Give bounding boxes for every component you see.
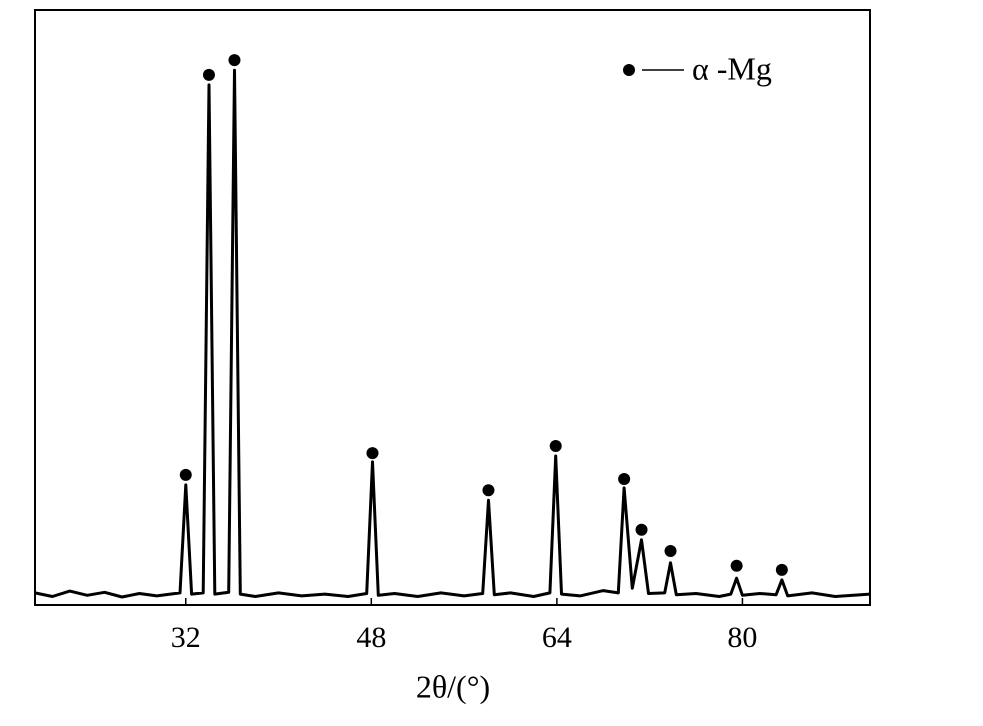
x-tick-label: 80 — [727, 621, 757, 654]
peak-marker — [202, 68, 215, 81]
peak-marker — [775, 563, 788, 576]
peak-marker — [549, 440, 562, 453]
legend-label: α -Mg — [692, 50, 772, 86]
xrd-profile — [34, 68, 871, 599]
legend-marker — [623, 64, 635, 76]
peak-marker — [228, 54, 241, 67]
x-tick-label: 48 — [356, 621, 386, 654]
x-axis-label: 2θ/(°) — [416, 668, 490, 704]
x-tick-label: 32 — [171, 621, 201, 654]
x-tick-label: 64 — [542, 621, 572, 654]
peak-marker — [635, 523, 648, 536]
peak-marker — [730, 559, 743, 572]
plot-frame — [34, 9, 871, 606]
peak-marker — [179, 468, 192, 481]
peak-marker — [366, 447, 379, 460]
peak-marker — [618, 473, 631, 486]
peak-marker — [482, 484, 495, 497]
peak-marker — [664, 545, 677, 558]
